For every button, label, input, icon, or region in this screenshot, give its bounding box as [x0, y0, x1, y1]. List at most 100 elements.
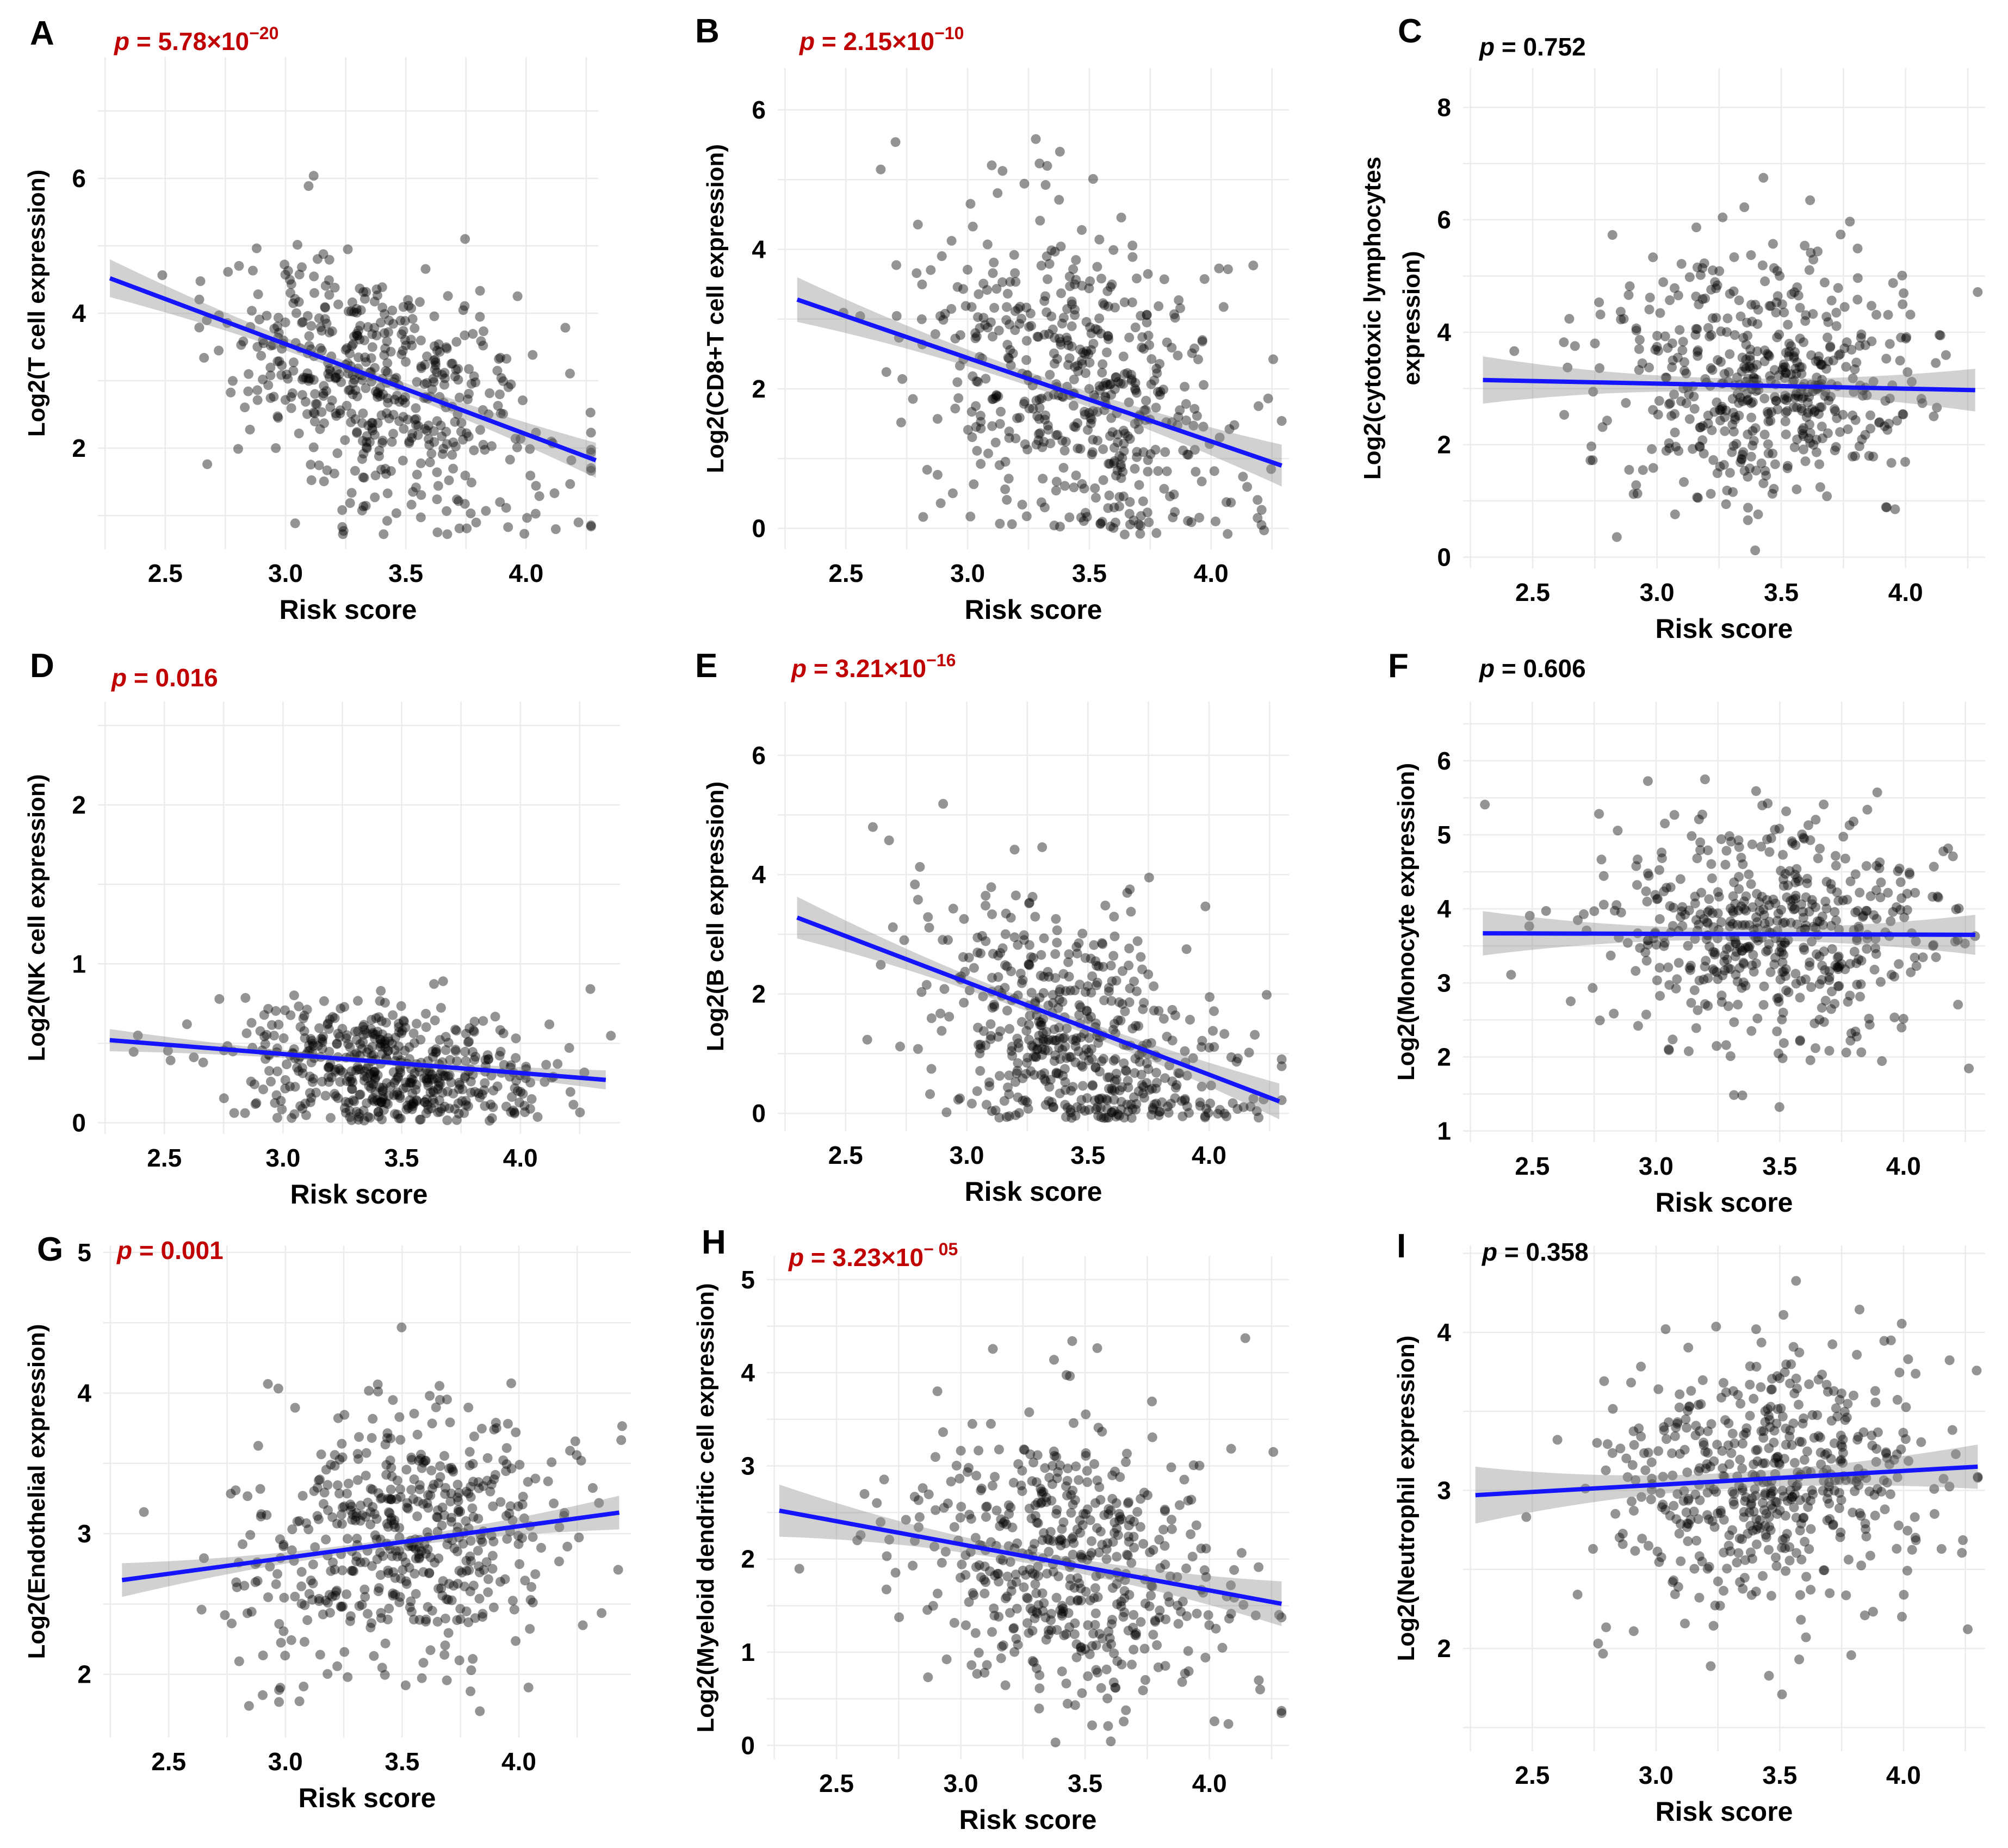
data-point — [1707, 425, 1717, 436]
data-point — [315, 424, 325, 435]
data-point — [1158, 1014, 1169, 1024]
data-point — [452, 1615, 462, 1625]
data-point — [473, 1514, 484, 1524]
data-point — [1855, 1304, 1864, 1314]
data-point — [1757, 260, 1768, 270]
data-point — [1866, 424, 1876, 434]
data-point — [1602, 416, 1612, 426]
data-point — [1695, 1463, 1705, 1473]
data-point — [351, 304, 362, 314]
data-point — [490, 1012, 500, 1022]
data-point — [463, 1617, 474, 1627]
data-point — [369, 1651, 379, 1661]
data-point — [573, 517, 584, 528]
data-point — [1808, 439, 1819, 450]
data-point — [1040, 410, 1051, 420]
data-point — [330, 282, 340, 293]
data-point — [1725, 349, 1735, 359]
data-point — [258, 1084, 268, 1095]
data-point — [287, 1113, 297, 1123]
data-point — [1761, 1530, 1771, 1540]
data-point — [448, 437, 458, 448]
data-point — [338, 529, 348, 539]
data-point — [1080, 368, 1090, 379]
data-point — [1700, 293, 1710, 303]
data-point — [376, 464, 386, 475]
data-point — [1097, 517, 1107, 527]
data-point — [530, 1569, 541, 1579]
data-point — [481, 506, 491, 516]
data-point — [1602, 1439, 1613, 1449]
data-point — [1815, 1432, 1825, 1443]
data-point — [339, 1647, 350, 1657]
data-point — [1769, 959, 1780, 970]
data-point — [912, 268, 922, 278]
data-point — [1167, 1004, 1177, 1015]
data-point — [1092, 1523, 1102, 1533]
data-point — [1051, 1452, 1062, 1462]
data-point — [931, 1505, 941, 1515]
data-point — [996, 1653, 1006, 1664]
data-point — [1055, 146, 1065, 157]
data-point — [1683, 941, 1693, 951]
data-point — [1124, 960, 1134, 971]
data-point — [1833, 896, 1844, 906]
data-point — [1729, 1090, 1739, 1100]
data-point — [1170, 313, 1180, 323]
data-point — [245, 1530, 256, 1540]
data-point — [1064, 271, 1075, 282]
data-point — [896, 417, 906, 427]
data-point — [932, 1589, 943, 1599]
data-point — [346, 306, 356, 317]
data-point — [1843, 1554, 1854, 1565]
data-point — [272, 411, 283, 421]
data-point — [1722, 485, 1732, 495]
data-point — [1069, 374, 1079, 385]
data-point — [1039, 296, 1050, 306]
data-point — [288, 298, 299, 308]
data-point — [1150, 1615, 1160, 1626]
data-point — [1902, 1566, 1912, 1576]
data-point — [1145, 1547, 1155, 1558]
data-point — [586, 520, 596, 530]
data-point — [1686, 1386, 1696, 1396]
data-point — [1714, 405, 1725, 416]
data-point — [1159, 483, 1169, 494]
data-point — [976, 1485, 986, 1496]
data-point — [1155, 1605, 1165, 1616]
data-point — [1073, 443, 1083, 454]
data-point — [1694, 814, 1704, 824]
data-point — [987, 1480, 997, 1491]
data-point — [1705, 331, 1715, 342]
data-point — [405, 1095, 415, 1105]
data-point — [1107, 279, 1117, 289]
data-point — [1089, 390, 1099, 400]
data-point — [1746, 1026, 1757, 1036]
data-point — [1601, 1465, 1611, 1475]
data-point — [980, 1667, 990, 1678]
data-point — [1631, 966, 1641, 976]
data-point — [1085, 1515, 1095, 1525]
data-point — [1002, 495, 1012, 505]
data-point — [1000, 484, 1011, 494]
data-point — [298, 1491, 308, 1501]
data-point — [1137, 342, 1147, 352]
p-symbol: p — [1478, 33, 1495, 61]
data-point — [1066, 1508, 1076, 1518]
data-point — [446, 1077, 456, 1088]
data-point — [439, 368, 450, 378]
data-point — [475, 1706, 485, 1716]
data-point — [997, 166, 1008, 176]
data-point — [400, 392, 410, 402]
data-point — [988, 268, 998, 278]
data-point — [251, 1098, 262, 1108]
data-point — [342, 343, 352, 354]
data-point — [986, 317, 996, 327]
data-point — [913, 895, 923, 905]
data-point — [1747, 1525, 1758, 1536]
data-point — [1084, 1105, 1094, 1115]
data-point — [1706, 1661, 1716, 1671]
data-point — [1700, 774, 1710, 784]
data-point — [1842, 1412, 1852, 1423]
